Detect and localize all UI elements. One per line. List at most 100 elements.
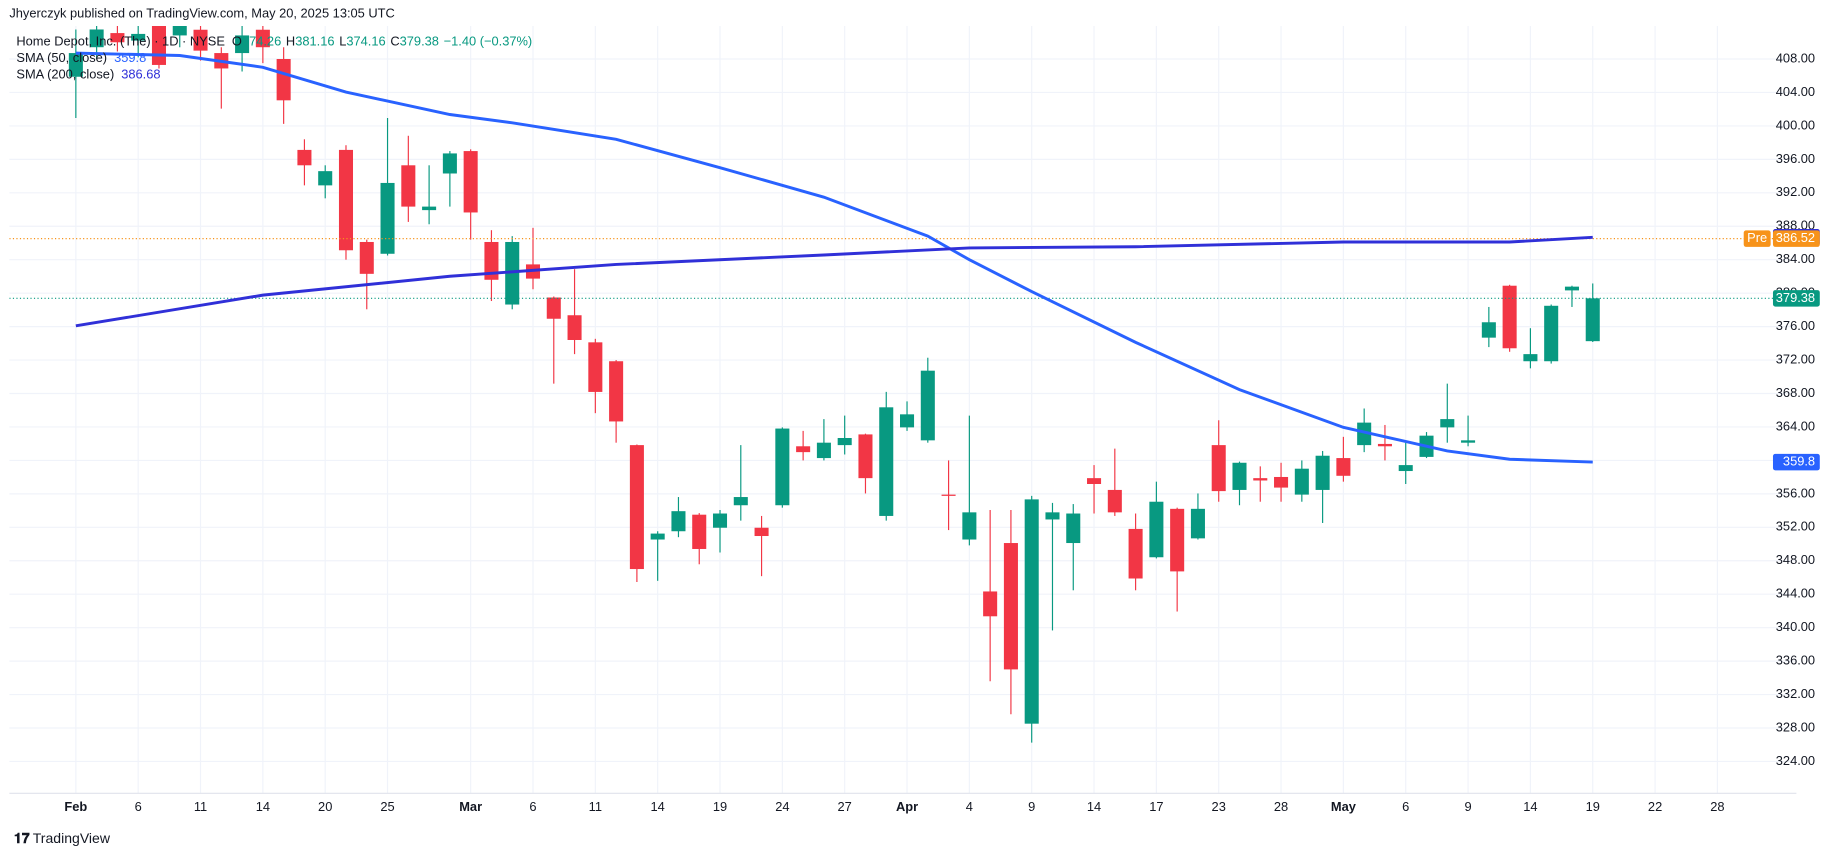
candle-body <box>754 527 769 537</box>
y-tick-label: 340.00 <box>1776 619 1815 634</box>
candle-body <box>276 59 291 101</box>
candle-body <box>235 35 250 54</box>
candle-body <box>1461 440 1476 443</box>
x-tick-label: 14 <box>1087 799 1101 814</box>
premarket-tag: Pre <box>1747 230 1767 245</box>
candle-body <box>983 591 998 617</box>
candle-body <box>629 445 644 570</box>
candle-body <box>650 533 665 540</box>
candle-body <box>1253 478 1268 481</box>
candle-body <box>1336 458 1351 476</box>
y-tick-label: 396.00 <box>1776 151 1815 166</box>
y-tick-label: 332.00 <box>1776 686 1815 701</box>
candle-body <box>671 511 686 532</box>
candle-body <box>1564 286 1579 291</box>
legend-field: C <box>390 34 399 49</box>
sma-price-label: 359.8 <box>1783 453 1815 468</box>
x-tick-label: Mar <box>459 799 482 814</box>
candle-body <box>1003 543 1018 670</box>
x-tick-label: 28 <box>1274 799 1288 814</box>
x-tick-label: 11 <box>194 799 207 814</box>
candle-body <box>1087 478 1102 484</box>
candle-body <box>193 29 208 51</box>
x-tick-label: 14 <box>256 799 270 814</box>
x-tick-label: 22 <box>1648 799 1662 814</box>
candle-body <box>1544 305 1559 362</box>
candle-body <box>110 33 125 43</box>
logo-mark: 𝟏𝟕 <box>14 830 30 846</box>
legend-change: −1.40 (−0.37%) <box>444 34 533 49</box>
candle-body <box>1481 322 1496 338</box>
x-tick-label: 14 <box>1523 799 1537 814</box>
candle-body <box>401 165 416 207</box>
candle-body <box>442 153 457 174</box>
y-tick-label: 400.00 <box>1776 117 1815 132</box>
premarket-price-label-box <box>1772 230 1820 247</box>
x-tick-label: 28 <box>1710 799 1724 814</box>
candle-body <box>1045 512 1060 520</box>
y-tick-label: 388.00 <box>1776 218 1815 233</box>
candle-body <box>546 297 561 319</box>
candle-body <box>941 494 956 496</box>
candle-body <box>775 428 790 506</box>
x-tick-label: Feb <box>64 799 87 814</box>
x-tick-label: 9 <box>1464 799 1471 814</box>
candle-body <box>338 149 354 251</box>
candle-body <box>1024 499 1039 724</box>
y-tick-label: 384.00 <box>1776 251 1815 266</box>
candle-body <box>1170 508 1185 572</box>
x-tick-label: 6 <box>135 799 142 814</box>
candle-body <box>172 25 187 36</box>
candle-body <box>1294 468 1309 495</box>
legend-sma-value: 386.68 <box>121 67 160 82</box>
premarket-price-label: 386.52 <box>1776 230 1815 245</box>
x-tick-label: 17 <box>1149 799 1163 814</box>
legend-value: 374.26 <box>242 34 281 49</box>
y-tick-label: 364.00 <box>1776 418 1815 433</box>
candle-body <box>920 370 935 441</box>
grid: 324.00 328.00 332.00 336.00 340.00 344.00 348.… <box>9 25 1815 814</box>
legend-sma: SMA (200, close) 386.68 <box>16 67 160 82</box>
x-tick-label: 20 <box>318 799 332 814</box>
legend-main: Home Depot, Inc. (The) · 1D · NYSE O374.2… <box>16 34 532 49</box>
candle-body <box>1107 489 1122 513</box>
candle-body <box>1274 476 1289 488</box>
y-tick-label: 372.00 <box>1776 351 1815 366</box>
legend-value: 379.38 <box>400 34 439 49</box>
last-price-label: 379.38 <box>1776 290 1815 305</box>
candle-body <box>1190 508 1205 539</box>
candle-body <box>1315 455 1330 490</box>
candle-body <box>962 512 977 540</box>
x-tick-label: 6 <box>1402 799 1409 814</box>
x-tick-label: 11 <box>589 799 602 814</box>
candle-body <box>1066 513 1081 544</box>
candle-body <box>692 514 707 549</box>
candle-body <box>1377 443 1392 447</box>
candle-body <box>1128 528 1143 579</box>
x-tick-label: 19 <box>1586 799 1600 814</box>
last-price-label-box <box>1772 290 1820 307</box>
candle-body <box>1398 465 1413 472</box>
footer-logo: 𝟏𝟕 <box>14 830 30 846</box>
candle-body <box>1211 445 1226 492</box>
legend-sma-name: SMA (50, close) <box>16 50 107 65</box>
header: Jhyerczyk published on TradingView.com, … <box>9 6 394 21</box>
candle-body <box>255 29 270 48</box>
x-tick-label: Apr <box>896 799 918 814</box>
sma-line <box>75 51 1593 464</box>
premarket-tag-box <box>1743 230 1771 247</box>
candle-body <box>1585 298 1600 342</box>
legend-field: O <box>232 34 242 49</box>
candle-body <box>318 171 333 186</box>
legend-sma-name: SMA (200, close) <box>16 67 114 82</box>
y-tick-label: 368.00 <box>1776 385 1815 400</box>
plot-area <box>9 25 1797 743</box>
sma-line <box>75 235 1593 328</box>
candle-body <box>68 53 83 77</box>
x-tick-label: 27 <box>838 799 852 814</box>
y-tick-label: 324.00 <box>1776 753 1815 768</box>
candle-body <box>1232 462 1247 490</box>
legend-sma-value: 359.8 <box>114 50 146 65</box>
y-tick-label: 336.00 <box>1776 652 1815 667</box>
